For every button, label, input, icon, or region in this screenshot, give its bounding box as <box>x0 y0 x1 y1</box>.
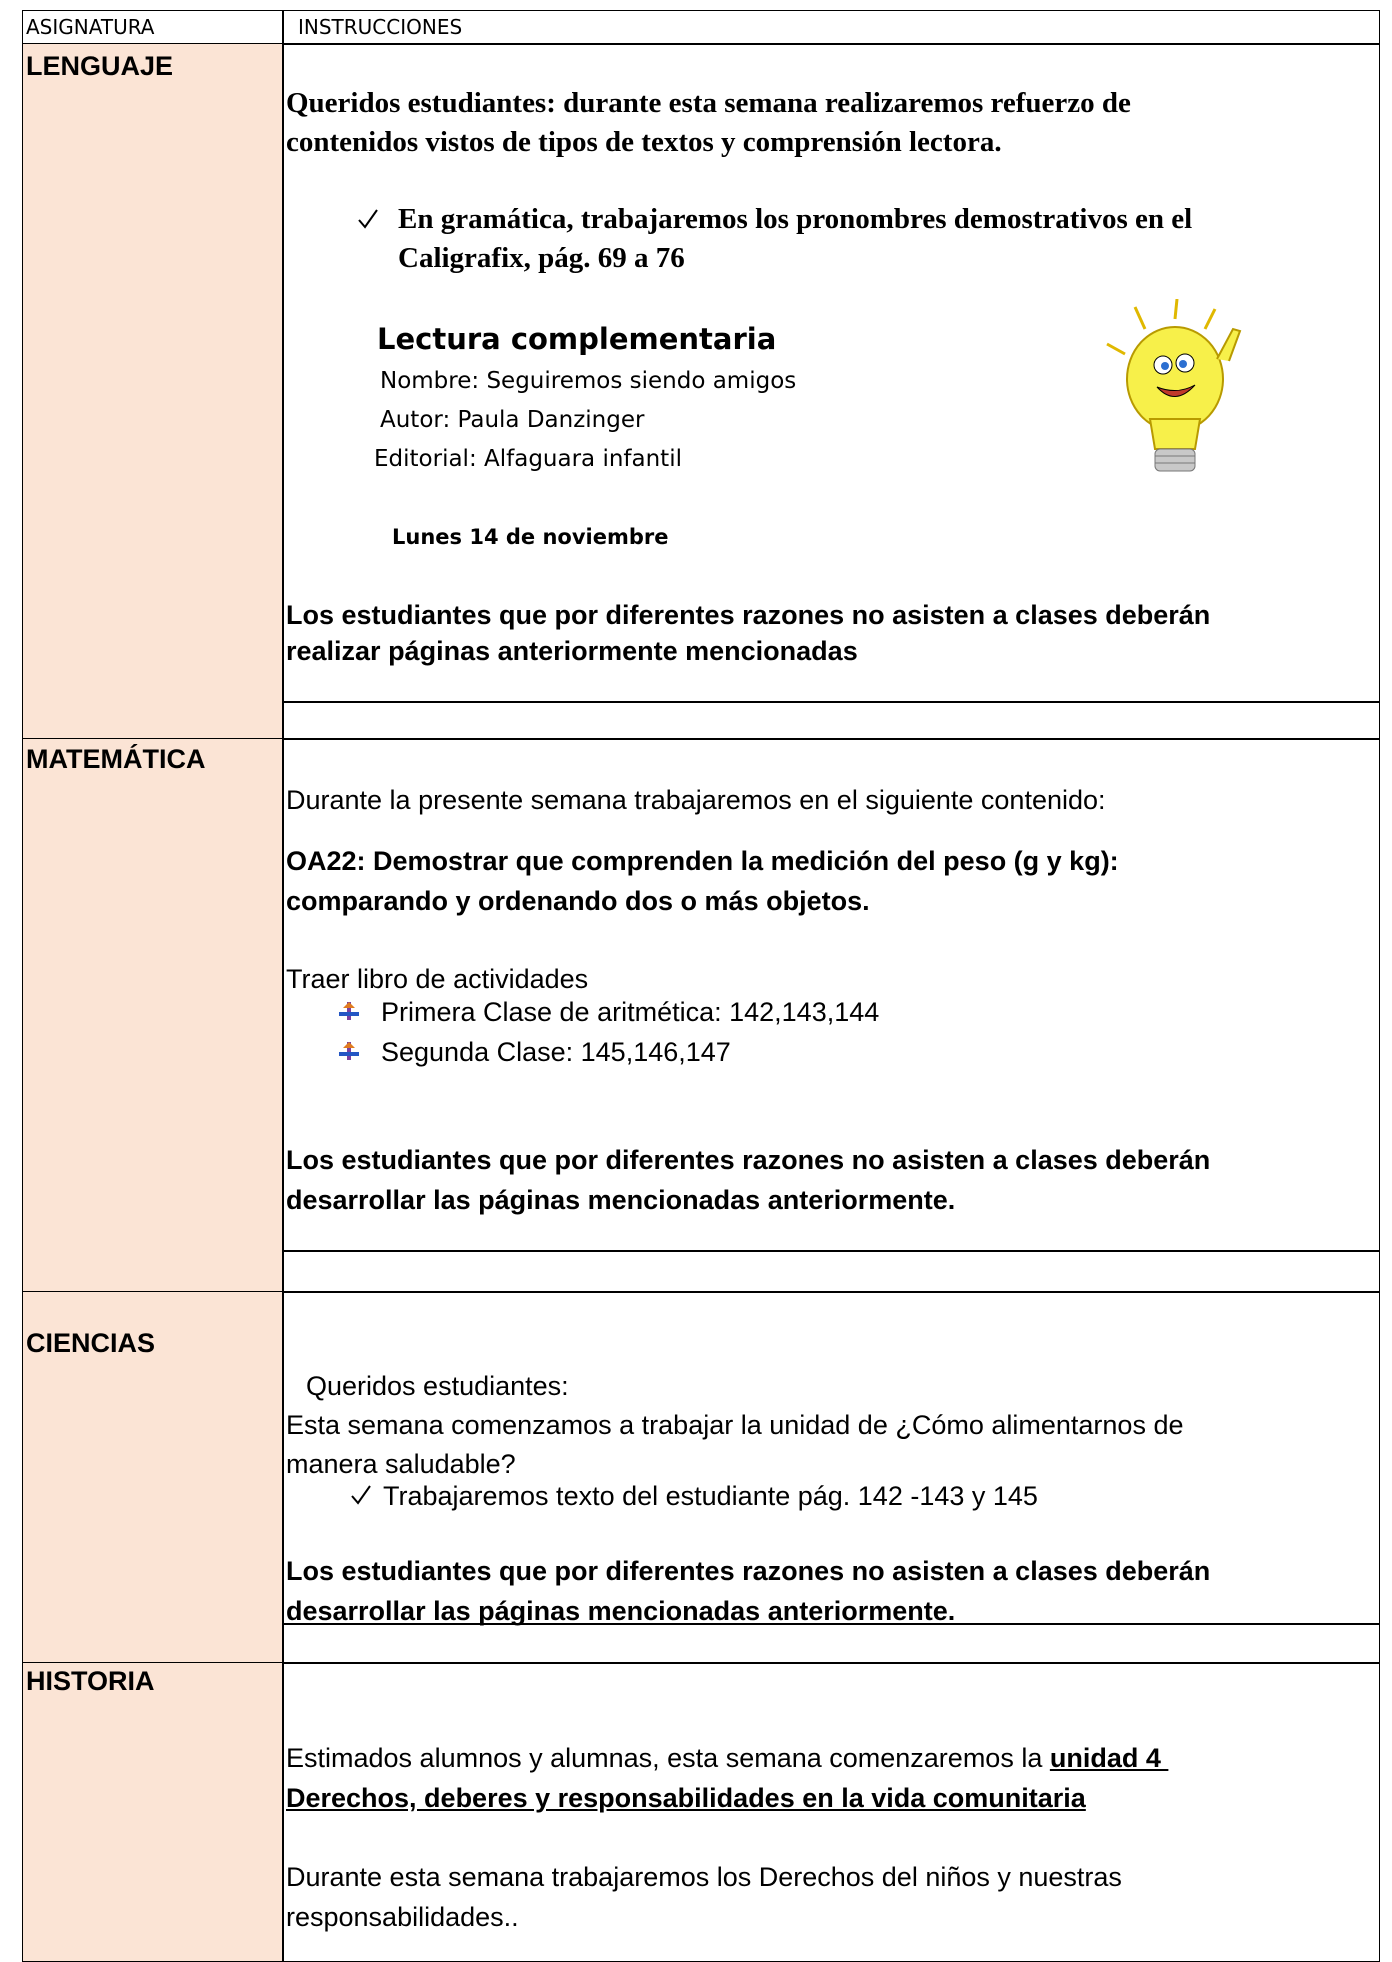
intro: Estimados alumnos y alumnas, esta semana… <box>286 1738 1168 1778</box>
line: contenidos vistos de tipos de textos y c… <box>286 126 1002 158</box>
bullet-icon <box>339 1042 359 1060</box>
reading-line: Editorial: Alfaguara infantil <box>374 446 682 472</box>
line: comparando y ordenando dos o más objetos… <box>286 886 870 916</box>
unit: unidad 4 <box>1049 1743 1169 1773</box>
content-cell <box>282 43 1380 703</box>
text: Durante esta semana trabajaremos los Der… <box>286 1857 1122 1937</box>
line: OA22: Demostrar que comprenden la medici… <box>286 846 1119 876</box>
subject-cell <box>22 738 284 1293</box>
line: responsabilidades.. <box>286 1902 519 1932</box>
line: desarrollar las páginas mencionadas ante… <box>286 1596 956 1626</box>
text: Estimados alumnos y alumnas, esta semana… <box>286 1743 1050 1773</box>
unit: Derechos, deberes y responsabilidades en… <box>286 1783 1086 1813</box>
empty-cell <box>282 1250 1380 1293</box>
list-item: Primera Clase de aritmética: 142,143,144 <box>381 997 880 1027</box>
header-cell <box>282 10 1380 45</box>
content-cell <box>282 738 1380 1252</box>
line: Los estudiantes que por diferentes razon… <box>286 1145 1211 1175</box>
bullet-icon <box>339 1002 359 1020</box>
line: Caligrafix, pág. 69 a 76 <box>398 242 685 274</box>
intro: Esta semana comenzamos a trabajar la uni… <box>286 1406 1183 1484</box>
intro: Queridos estudiantes: durante esta seman… <box>286 84 1131 162</box>
note: Los estudiantes que por diferentes razon… <box>286 1140 1210 1220</box>
subject-cell <box>22 1291 284 1664</box>
greeting: Queridos estudiantes: <box>306 1371 569 1401</box>
note: Los estudiantes que por diferentes razon… <box>286 1551 1210 1631</box>
line: Queridos estudiantes: durante esta seman… <box>286 87 1131 119</box>
line: Esta semana comenzamos a trabajar la uni… <box>286 1410 1184 1440</box>
subject-cell <box>22 43 284 740</box>
reading-line: Nombre: Seguiremos siendo amigos <box>380 368 797 394</box>
header: ASIGNATURA <box>26 15 155 39</box>
reading-title: Lectura complementaria <box>377 322 777 356</box>
header: INSTRUCCIONES <box>298 15 463 39</box>
subject: CIENCIAS <box>26 1328 156 1358</box>
reading-line: Autor: Paula Danzinger <box>380 407 645 433</box>
subject-cell <box>22 1662 284 1962</box>
subject: LENGUAJE <box>26 51 174 81</box>
check-item: Trabajaremos texto del estudiante pág. 1… <box>383 1481 1038 1511</box>
line: realizar páginas anteriormente mencionad… <box>286 636 858 666</box>
line: Los estudiantes que por diferentes razon… <box>286 600 1211 630</box>
check-item: En gramática, trabajaremos los pronombre… <box>398 200 1192 278</box>
line: En gramática, trabajaremos los pronombre… <box>398 203 1193 235</box>
check-icon <box>351 1485 371 1505</box>
subject: MATEMÁTICA <box>26 744 206 774</box>
line: Durante esta semana trabajaremos los Der… <box>286 1862 1122 1892</box>
empty-cell <box>282 701 1380 740</box>
check-icon <box>358 209 378 229</box>
instruction: Traer libro de actividades <box>286 964 589 994</box>
date: Lunes 14 de noviembre <box>392 525 669 549</box>
line: desarrollar las páginas mencionadas ante… <box>286 1185 956 1215</box>
subject: HISTORIA <box>26 1666 155 1696</box>
intro: Durante la presente semana trabajaremos … <box>286 785 1106 815</box>
list-item: Segunda Clase: 145,146,147 <box>381 1037 731 1067</box>
line: manera saludable? <box>286 1449 516 1479</box>
note: Los estudiantes que por diferentes razon… <box>286 597 1210 669</box>
lightbulb-image <box>1106 299 1242 472</box>
content-cell <box>282 1291 1380 1625</box>
objective: OA22: Demostrar que comprenden la medici… <box>286 841 1119 921</box>
empty-cell <box>282 1623 1380 1664</box>
line: Los estudiantes que por diferentes razon… <box>286 1556 1211 1586</box>
